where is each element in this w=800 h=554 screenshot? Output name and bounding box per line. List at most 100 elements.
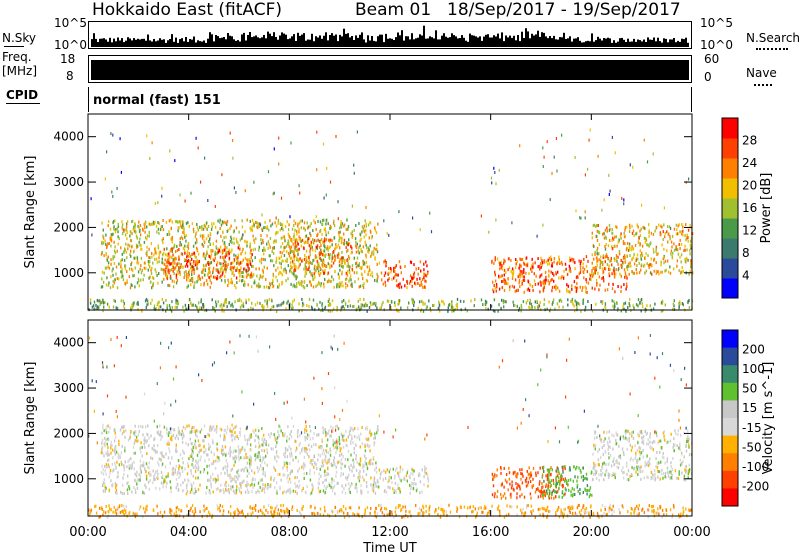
power-cell (603, 198, 605, 202)
power-cell (263, 226, 265, 230)
velocity-cell (235, 449, 237, 453)
power-cell (225, 221, 227, 225)
power-cell (309, 261, 311, 265)
velocity-cell (153, 444, 155, 448)
power-cell (632, 304, 634, 308)
power-cell (161, 238, 163, 242)
power-cell (298, 280, 300, 284)
power-cell (168, 261, 170, 265)
power-cell (288, 234, 290, 238)
velocity-cell (301, 489, 303, 493)
power-cell (637, 240, 640, 244)
power-cell (209, 237, 211, 241)
power-cell (193, 252, 196, 256)
power-cell (271, 281, 273, 285)
power-cell (395, 273, 397, 277)
power-cell (342, 265, 344, 269)
power-cell (202, 270, 204, 274)
power-cell (558, 258, 560, 262)
nsky-bar (231, 36, 233, 47)
power-cell (116, 286, 119, 290)
power-cell (201, 225, 203, 228)
power-cell (361, 273, 363, 277)
power-cell (244, 239, 246, 243)
power-cell (633, 253, 635, 256)
velocity-cell (302, 446, 304, 450)
velocity-cell (114, 461, 116, 465)
power-cell (612, 236, 614, 240)
velocity-cell (418, 472, 420, 476)
velocity-cell (111, 484, 114, 488)
velocity-cell (199, 458, 202, 462)
velocity-cell (377, 480, 379, 484)
power-cell (644, 307, 646, 311)
power-cell (660, 260, 662, 264)
power-cell (293, 232, 295, 236)
power-cell (372, 302, 374, 306)
power-cell (228, 243, 230, 246)
velocity-cell (292, 458, 294, 462)
power-cell (311, 245, 313, 249)
power-cell (663, 206, 665, 210)
power-cell (310, 233, 312, 237)
power-cell (596, 234, 598, 238)
power-cell (549, 257, 551, 261)
power-cell (110, 262, 112, 266)
power-cell (294, 228, 296, 232)
power-cell (447, 306, 449, 310)
power-cell (299, 191, 301, 195)
power-cell (216, 252, 218, 256)
power-cell (566, 288, 568, 292)
power-cell (626, 265, 628, 269)
power-cell (627, 249, 630, 252)
power-cell (377, 275, 379, 278)
power-cell (242, 305, 245, 308)
velocity-cell (161, 453, 163, 457)
velocity-cell (406, 469, 409, 473)
power-cell (411, 284, 413, 288)
power-cell (558, 260, 560, 264)
power-cell (216, 251, 218, 255)
power-cell (191, 265, 194, 269)
power-cell (146, 234, 149, 238)
power-cell (641, 203, 643, 207)
power-cell (308, 244, 310, 247)
power-cell (284, 259, 287, 263)
power-cell (224, 243, 226, 247)
power-cell (100, 285, 103, 289)
velocity-cell (189, 491, 191, 494)
power-cell (573, 304, 575, 308)
nsky-trace (91, 25, 689, 47)
velocity-cell (261, 427, 263, 431)
power-cell (512, 269, 515, 273)
velocity-cell (227, 451, 230, 455)
power-cell (200, 298, 202, 302)
velocity-cell (101, 449, 103, 453)
power-cell (209, 231, 212, 235)
velocity-cell (111, 448, 114, 452)
power-cell (302, 303, 305, 307)
power-cell (324, 245, 326, 249)
nsky-bar (625, 42, 627, 47)
power-cell (212, 269, 214, 273)
power-cell (125, 250, 128, 254)
power-cell (135, 243, 138, 247)
velocity-cell (229, 448, 231, 451)
power-cell (158, 307, 160, 311)
power-cell (201, 234, 204, 238)
velocity-cell (281, 432, 284, 435)
power-cell (309, 224, 311, 228)
power-cell (219, 268, 222, 272)
power-cell (187, 275, 190, 279)
power-cell (419, 277, 421, 281)
power-cell (156, 273, 158, 277)
power-cell (249, 219, 251, 223)
power-cell (325, 219, 327, 223)
power-cell (439, 309, 441, 313)
velocity-cell (123, 430, 125, 434)
power-cell (551, 302, 553, 306)
power-cell (224, 255, 226, 259)
power-cell (629, 246, 631, 250)
velocity-cell (185, 441, 187, 445)
power-cell (628, 246, 630, 250)
